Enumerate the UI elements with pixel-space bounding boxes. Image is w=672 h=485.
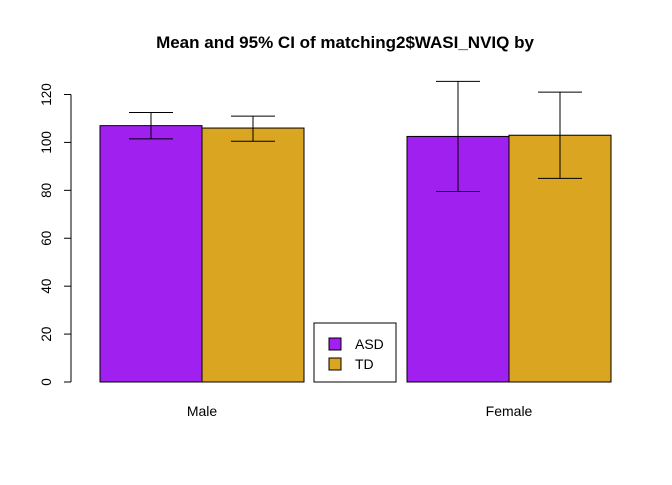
chart-title: Mean and 95% CI of matching2$WASI_NVIQ b…: [156, 33, 534, 52]
y-tick-label: 0: [39, 378, 54, 386]
legend: ASD TD: [313, 322, 397, 383]
y-axis: 0 20 40 60 80 100 120: [39, 83, 72, 386]
y-tick-label: 100: [39, 131, 54, 154]
y-tick-label: 80: [39, 183, 54, 198]
category-label-male: Male: [187, 403, 218, 419]
bar-td-female: [508, 134, 612, 383]
legend-box: [313, 322, 397, 383]
bar-asd-male: [99, 125, 203, 383]
bars-group: [99, 125, 612, 383]
y-tick-label: 20: [39, 327, 54, 342]
legend-label-td: TD: [355, 356, 374, 372]
y-tick-label: 60: [39, 231, 54, 246]
bar-td-male: [201, 127, 305, 383]
y-tick-label: 120: [39, 83, 54, 106]
category-labels: Male Female: [187, 403, 533, 419]
category-label-female: Female: [486, 403, 533, 419]
legend-swatch-td: [328, 357, 342, 371]
legend-swatch-asd: [328, 337, 342, 351]
error-bars-group: [129, 80, 582, 193]
y-tick-label: 40: [39, 279, 54, 294]
legend-label-asd: ASD: [355, 336, 384, 352]
